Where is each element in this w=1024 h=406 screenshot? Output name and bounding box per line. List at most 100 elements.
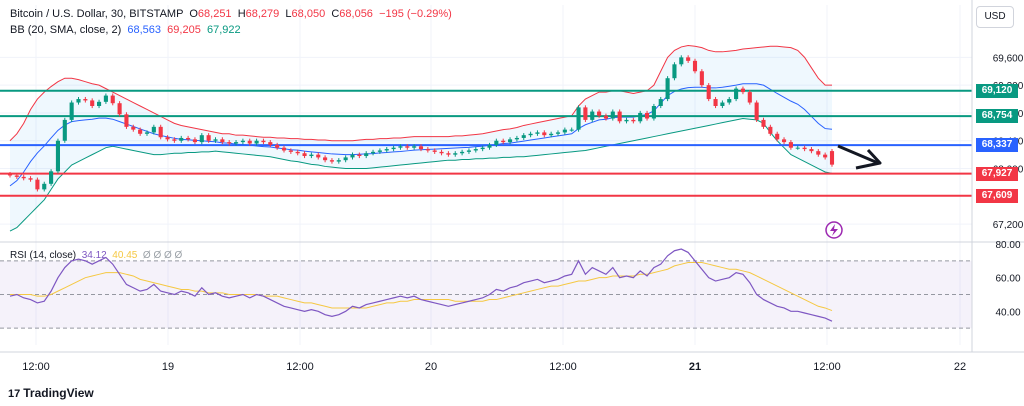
candle-body <box>391 147 396 150</box>
candle-body <box>809 149 814 152</box>
candle-body <box>494 140 499 145</box>
candle-body <box>151 126 156 133</box>
currency-button[interactable]: USD <box>976 6 1014 28</box>
candle-body <box>316 154 321 158</box>
candle-body <box>199 135 204 143</box>
time-tick-label: 22 <box>954 361 966 373</box>
bb-lower-value: 67,922 <box>206 24 241 36</box>
rsi-ma-value: 40.45 <box>112 250 138 261</box>
candle-body <box>49 171 54 184</box>
candle-body <box>357 154 362 157</box>
candle-body <box>644 112 650 119</box>
high-label: H <box>237 8 246 20</box>
candle-body <box>405 146 410 148</box>
candle-body <box>370 151 376 154</box>
bb-lower-line <box>9 118 833 232</box>
candle-body <box>487 144 492 148</box>
candle-body <box>247 140 252 144</box>
open-label: O <box>189 8 198 20</box>
candle-body <box>829 151 835 165</box>
time-tick-label: 12:00 <box>286 361 314 373</box>
low-label: L <box>285 8 292 20</box>
candle-body <box>747 92 752 103</box>
price-tick-label: 69,600 <box>993 53 1024 64</box>
candle-body <box>76 99 81 103</box>
candle-body <box>364 153 369 157</box>
candle-body <box>398 146 403 148</box>
candle-body <box>35 179 40 190</box>
close-value: 68,056 <box>339 8 373 20</box>
candle-body <box>507 139 513 143</box>
bb-mid-value: 69,205 <box>167 24 201 36</box>
candle-body <box>754 102 759 120</box>
rsi-tick-label: 40.00 <box>995 307 1020 318</box>
candle-body <box>21 176 26 179</box>
candle-body <box>699 71 704 86</box>
flash-icon[interactable] <box>825 221 843 239</box>
candle-body <box>103 95 108 102</box>
rsi-tick-label: 80.00 <box>995 240 1020 251</box>
candle-body <box>460 151 465 154</box>
candle-body <box>213 139 218 141</box>
candle-body <box>446 153 451 155</box>
price-tick-label: 67,200 <box>993 220 1024 231</box>
candle-body <box>569 129 574 131</box>
candle-body <box>597 111 602 116</box>
candle-body <box>734 88 739 100</box>
candle-body <box>617 111 622 122</box>
candle-body <box>186 137 191 140</box>
candle-body <box>124 114 129 127</box>
candle-body <box>288 150 293 152</box>
candle-body <box>62 119 67 141</box>
candle-body <box>624 119 629 122</box>
candle-body <box>55 140 61 172</box>
low-value: 68,050 <box>291 8 326 20</box>
rsi-extras: Ø Ø Ø Ø <box>142 250 183 261</box>
candle-body <box>542 132 547 136</box>
level-price-tag: 69,120 <box>976 83 1018 98</box>
tradingview-logo: 17 TradingView <box>8 386 94 400</box>
candle-body <box>144 132 150 134</box>
candle-body <box>638 112 643 122</box>
candle-body <box>555 132 561 134</box>
candle-body <box>158 126 163 138</box>
candle-body <box>781 139 787 143</box>
candle-body <box>96 101 102 106</box>
candle-body <box>740 88 746 93</box>
candle-body <box>528 133 533 136</box>
time-tick-label: 12:00 <box>22 361 50 373</box>
candle-body <box>720 102 725 106</box>
candle-body <box>795 147 800 149</box>
candle-body <box>466 150 472 152</box>
candle-body <box>679 57 684 65</box>
candle-body <box>583 107 588 120</box>
candle-body <box>480 147 485 150</box>
bb-upper-line <box>9 45 832 142</box>
time-tick-label: 12:00 <box>813 361 841 373</box>
forecast-arrow <box>837 144 882 170</box>
candle-body <box>473 149 478 151</box>
candle-body <box>281 147 287 151</box>
candle-body <box>343 157 348 161</box>
candle-body <box>761 119 766 127</box>
candle-body <box>651 106 656 119</box>
candle-body <box>535 132 540 134</box>
candle-body <box>192 139 198 143</box>
candle-body <box>172 139 177 141</box>
candle-body <box>576 107 581 130</box>
candle-body <box>453 153 458 155</box>
candle-body <box>549 133 554 136</box>
open-value: 68,251 <box>197 8 232 20</box>
candle-body <box>562 129 567 133</box>
symbol-title: Bitcoin / U.S. Dollar, 30, BITSTAMP <box>10 8 184 20</box>
candle-body <box>206 135 211 141</box>
candle-body <box>233 142 239 144</box>
candle-body <box>418 146 424 150</box>
candle-body <box>110 95 115 104</box>
candle-body <box>275 144 280 148</box>
candle-body <box>131 126 136 130</box>
candle-body <box>254 140 259 144</box>
candle-body <box>706 85 711 100</box>
candle-body <box>117 103 122 115</box>
